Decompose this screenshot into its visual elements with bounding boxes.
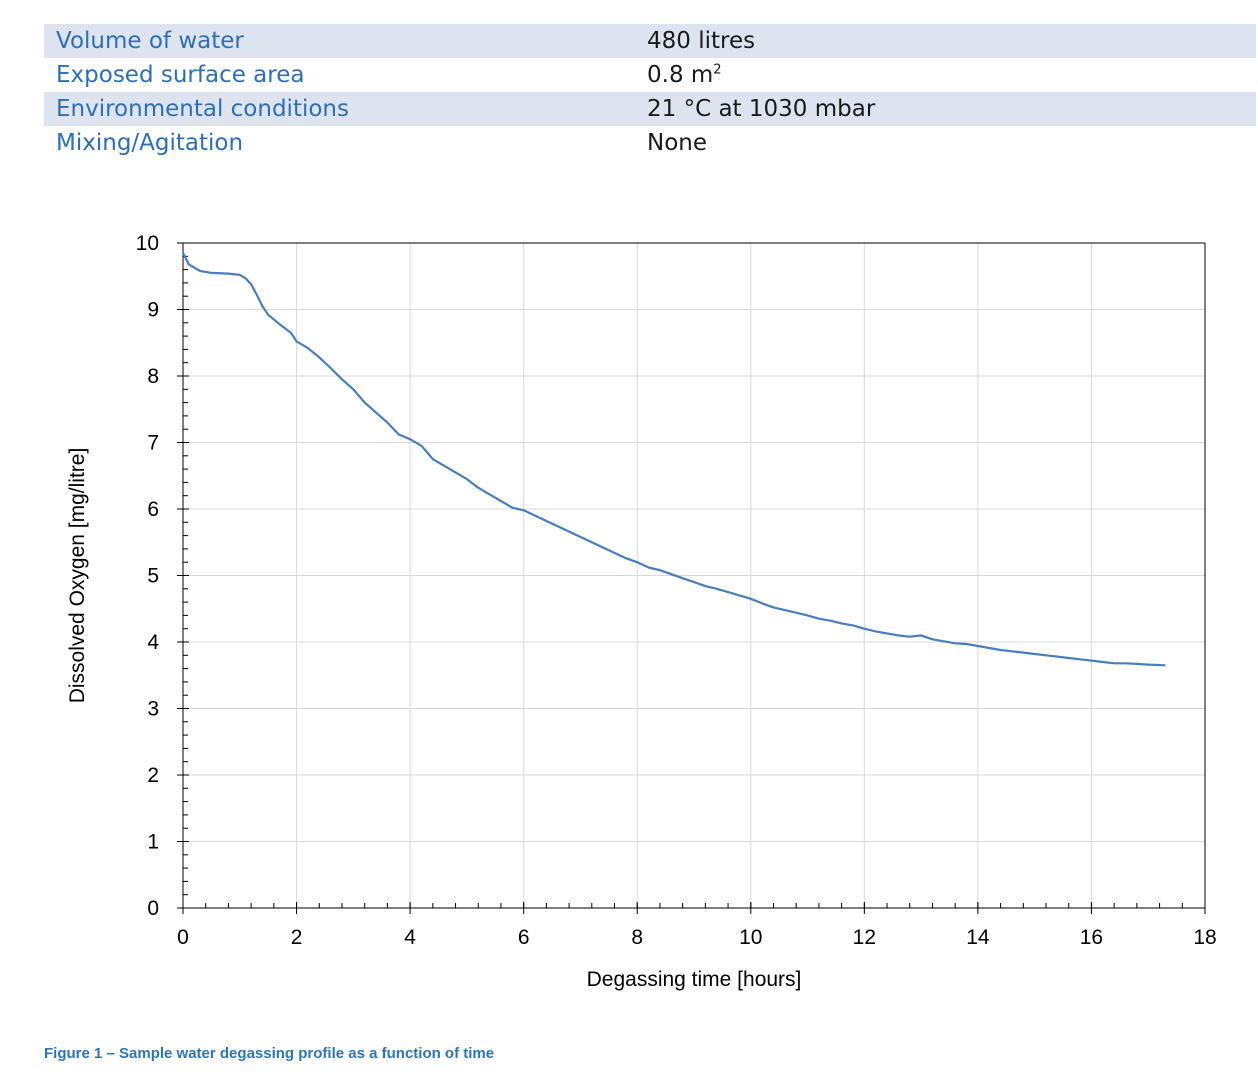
- chart-grid: [182, 242, 1206, 909]
- x-axis-label: Degassing time [hours]: [587, 968, 802, 991]
- y-tick-label: 5: [147, 565, 159, 588]
- y-tick-label: 1: [147, 831, 159, 854]
- parameter-label: Mixing/Agitation: [56, 130, 244, 156]
- chart-series: [182, 252, 1166, 667]
- y-tick-label: 7: [147, 432, 159, 455]
- parameter-row-volume: Volume of water 480 litres: [44, 24, 1256, 58]
- parameter-label: Exposed surface area: [56, 62, 305, 88]
- y-tick-label: 8: [147, 365, 159, 388]
- parameter-value-wrap: 0.8 m2: [647, 62, 722, 88]
- parameter-label: Environmental conditions: [56, 96, 349, 122]
- x-tick-label: 6: [518, 926, 530, 949]
- y-tick-label: 4: [147, 631, 159, 654]
- parameter-label: Volume of water: [56, 28, 244, 54]
- x-tick-label: 10: [739, 926, 762, 949]
- y-tick-label: 10: [136, 232, 159, 255]
- x-tick-label: 0: [177, 926, 189, 949]
- y-tick-label: 9: [147, 299, 159, 322]
- x-tick-label: 12: [853, 926, 876, 949]
- parameter-value: None: [647, 130, 708, 156]
- y-tick-label: 0: [147, 897, 159, 920]
- parameter-value: 480 litres: [647, 28, 756, 54]
- parameters-table: Volume of water 480 litres Exposed surfa…: [44, 24, 1256, 160]
- x-tick-label: 8: [631, 926, 643, 949]
- parameter-value-superscript: 2: [713, 62, 722, 78]
- x-tick-label: 14: [966, 926, 990, 949]
- x-tick-label: 18: [1193, 926, 1216, 949]
- series-line: [182, 252, 1166, 667]
- y-tick-label: 3: [147, 698, 159, 721]
- parameter-row-mixing: Mixing/Agitation None: [44, 126, 1256, 160]
- y-tick-label: 6: [147, 498, 159, 521]
- parameter-row-conditions: Environmental conditions 21 °C at 1030 m…: [44, 92, 1256, 126]
- y-tick-label: 2: [147, 764, 159, 787]
- x-tick-label: 2: [291, 926, 303, 949]
- x-tick-label: 4: [404, 926, 416, 949]
- parameter-value: 0.8 m: [647, 62, 714, 88]
- y-axis-label: Dissolved Oxygen [mg/litre]: [66, 448, 89, 704]
- figure-caption: Figure 1 – Sample water degassing profil…: [44, 1045, 495, 1062]
- parameter-row-surface-area: Exposed surface area 0.8 m2: [44, 58, 1256, 92]
- x-tick-label: 16: [1080, 926, 1103, 949]
- parameter-value: 21 °C at 1030 mbar: [647, 96, 876, 122]
